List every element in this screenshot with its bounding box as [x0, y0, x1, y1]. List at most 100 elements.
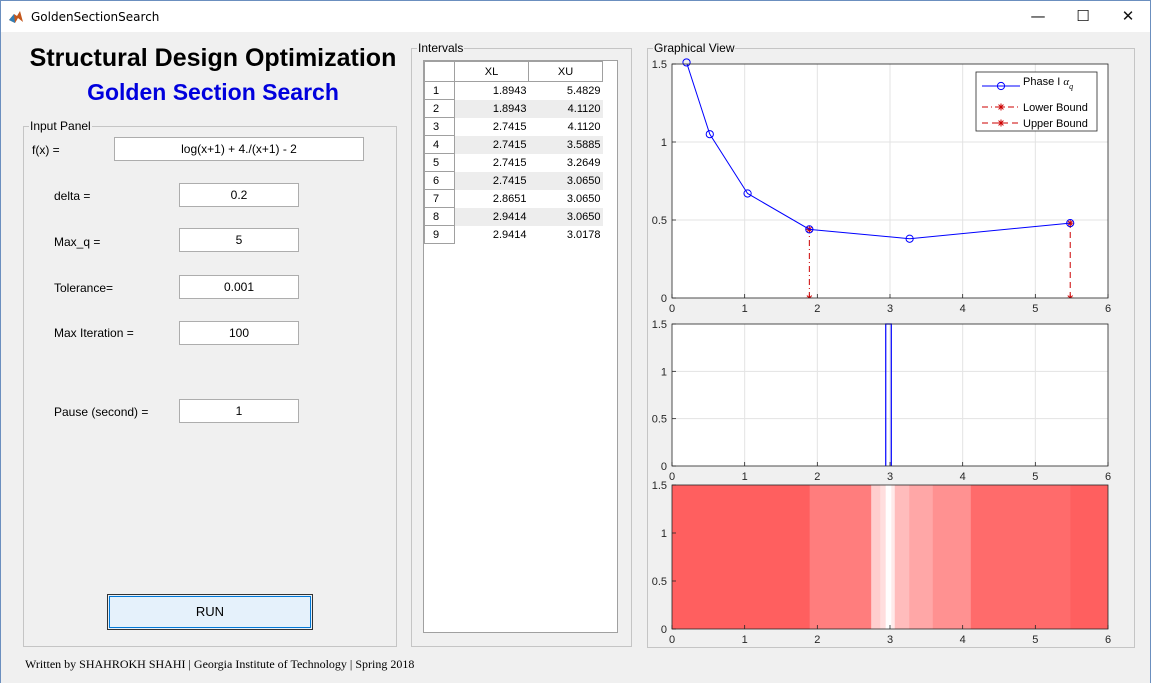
table-row[interactable]: 2 1.8943 4.1120 — [424, 99, 603, 118]
intervals-panel-title: Intervals — [417, 40, 465, 56]
x-tick-label: 4 — [960, 634, 966, 646]
y-tick-label: 0.5 — [652, 414, 667, 426]
x-tick-label: 1 — [742, 634, 748, 646]
column-header-xu[interactable]: XU — [528, 61, 603, 82]
x-tick-label: 2 — [814, 634, 820, 646]
row-number[interactable]: 6 — [424, 171, 455, 190]
cell-xu[interactable]: 3.5885 — [528, 135, 603, 154]
y-tick-label: 0 — [661, 461, 667, 473]
cell-xu[interactable]: 3.2649 — [528, 153, 603, 172]
delta-input[interactable]: 0.2 — [179, 183, 299, 207]
intervals-panel: Intervals — [411, 40, 632, 647]
close-button[interactable]: ✕ — [1121, 7, 1135, 25]
x-tick-label: 4 — [960, 303, 966, 315]
cell-xu[interactable]: 4.1120 — [528, 117, 603, 136]
cell-xu[interactable]: 3.0178 — [528, 225, 603, 244]
graphical-view-panel: Graphical View — [647, 40, 1135, 648]
input-panel-title: Input Panel — [29, 118, 92, 134]
data-point — [682, 58, 691, 67]
cell-xu[interactable]: 5.4829 — [528, 81, 603, 100]
minimize-button[interactable]: — — [1030, 7, 1046, 25]
intervals-table[interactable]: XL XU 1 1.8943 5.4829 2 1.8943 4.1120 3 2.7415 4… — [423, 60, 618, 633]
x-tick-label: 6 — [1105, 303, 1111, 315]
column-header-xl[interactable]: XL — [454, 61, 529, 82]
heatmap-band — [871, 485, 933, 629]
input-panel: Input Panel — [23, 118, 397, 647]
x-tick-label: 1 — [742, 471, 748, 483]
row-number[interactable]: 2 — [424, 99, 455, 118]
table-row[interactable]: 7 2.8651 3.0650 — [424, 189, 603, 208]
pause-input[interactable]: 1 — [179, 399, 299, 423]
table-row[interactable]: 6 2.7415 3.0650 — [424, 171, 603, 190]
data-point — [705, 130, 714, 139]
cell-xl[interactable]: 2.7415 — [454, 171, 529, 190]
cell-xl[interactable]: 2.8651 — [454, 189, 529, 208]
interval-plot[interactable]: 0 1 2 3 4 5 6 0 0.5 1 1.5 — [652, 319, 1111, 483]
table-row[interactable]: 5 2.7415 3.2649 — [424, 153, 603, 172]
cell-xl[interactable]: 1.8943 — [454, 99, 529, 118]
heatmap-core — [885, 485, 892, 629]
table-row[interactable]: 3 2.7415 4.1120 — [424, 117, 603, 136]
cell-xu[interactable]: 4.1120 — [528, 99, 603, 118]
graphical-view-title: Graphical View — [653, 40, 736, 56]
row-number[interactable]: 3 — [424, 117, 455, 136]
cell-xl[interactable]: 2.7415 — [454, 135, 529, 154]
cell-xl[interactable]: 2.7415 — [454, 117, 529, 136]
row-number[interactable]: 1 — [424, 81, 455, 100]
legend-label-lower: Lower Bound — [1023, 102, 1088, 114]
page-subtitle: Golden Section Search — [87, 79, 339, 105]
table-row[interactable]: 4 2.7415 3.5885 — [424, 135, 603, 154]
cell-xu[interactable]: 3.0650 — [528, 189, 603, 208]
row-number[interactable]: 7 — [424, 189, 455, 208]
cell-xu[interactable]: 3.0650 — [528, 171, 603, 190]
y-tick-label: 0 — [661, 293, 667, 305]
cell-xl[interactable]: 2.9414 — [454, 207, 529, 226]
table-row[interactable]: 9 2.9414 3.0178 — [424, 225, 603, 244]
legend-box — [975, 71, 1098, 132]
table-row[interactable]: 1 1.8943 5.4829 — [424, 81, 603, 100]
legend: Phase I αq Lower Bound Upper Bound — [975, 71, 1098, 132]
y-tick-label: 0.5 — [652, 576, 667, 588]
x-tick-label: 5 — [1032, 471, 1038, 483]
legend-marker — [996, 81, 1006, 91]
phase1-line — [686, 64, 1071, 240]
cell-xl[interactable]: 2.9414 — [454, 225, 529, 244]
x-tick-label: 6 — [1105, 634, 1111, 646]
phase1-plot[interactable]: 0 1 2 3 4 5 6 0 0.5 1 1.5 Phase I αq Lower Bound Uppe… — [652, 58, 1111, 315]
heatmap-band — [809, 485, 1071, 629]
row-number[interactable]: 8 — [424, 207, 455, 226]
interval-heatmap[interactable]: 0 1 2 3 4 5 6 0 0.5 1 1.5 — [652, 480, 1111, 646]
x-tick-label: 2 — [814, 303, 820, 315]
run-button[interactable]: RUN — [107, 594, 313, 630]
fx-input[interactable]: log(x+1) + 4./(x+1) - 2 — [114, 137, 364, 161]
x-tick-label: 3 — [887, 303, 893, 315]
table-row[interactable]: 8 2.9414 3.0650 — [424, 207, 603, 226]
pause-label: Pause (second) = — [54, 405, 149, 419]
tolerance-input[interactable]: 0.001 — [179, 275, 299, 299]
row-number[interactable]: 9 — [424, 225, 455, 244]
y-tick-label: 1.5 — [652, 480, 667, 492]
max-iteration-input[interactable]: 100 — [179, 321, 299, 345]
x-tick-label: 4 — [960, 471, 966, 483]
matlab-icon — [9, 11, 23, 23]
x-tick-label: 0 — [669, 471, 675, 483]
legend-subscript: q — [1069, 82, 1073, 91]
maximize-button[interactable]: ☐ — [1076, 7, 1090, 25]
y-tick-label: 1 — [661, 528, 667, 540]
page-title: Structural Design Optimization — [29, 44, 397, 72]
legend-label-phase1: Phase I αq — [1023, 76, 1073, 91]
y-tick-label: 1 — [661, 366, 667, 378]
row-number[interactable]: 5 — [424, 153, 455, 172]
x-tick-label: 0 — [669, 634, 675, 646]
cell-xu[interactable]: 3.0650 — [528, 207, 603, 226]
row-number[interactable]: 4 — [424, 135, 455, 154]
tolerance-label: Tolerance= — [54, 281, 114, 295]
data-point — [905, 234, 914, 243]
figure-content: Structural Design Optimization Golden Se… — [1, 32, 1150, 683]
maxq-input[interactable]: 5 — [179, 228, 299, 252]
data-point — [743, 189, 752, 198]
cell-xl[interactable]: 1.8943 — [454, 81, 529, 100]
cell-xl[interactable]: 2.7415 — [454, 153, 529, 172]
maxq-label: Max_q = — [54, 235, 101, 249]
